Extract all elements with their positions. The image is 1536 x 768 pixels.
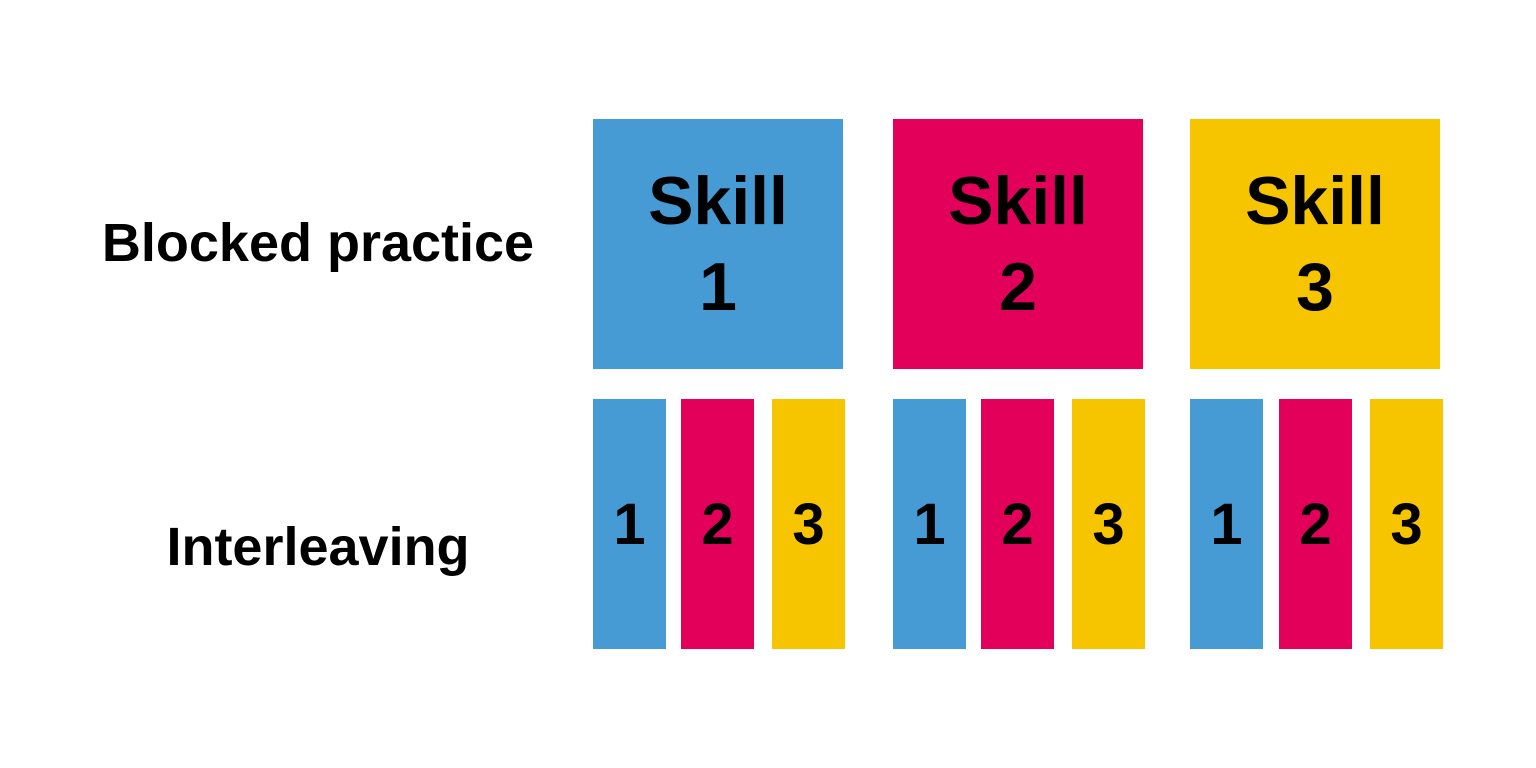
skill-block-number: 1 (699, 249, 737, 325)
interleave-bar: 1 (1190, 399, 1263, 649)
skill-block-number: 3 (1296, 249, 1334, 325)
skill-block-3: Skill 3 (1190, 119, 1440, 369)
skill-block-number: 2 (999, 249, 1037, 325)
interleave-bar: 2 (981, 399, 1054, 649)
interleave-bar: 2 (1279, 399, 1352, 649)
interleave-bar: 3 (1370, 399, 1443, 649)
interleave-bar: 3 (1072, 399, 1145, 649)
interleaving-label: Interleaving (166, 517, 470, 577)
blocked-practice-label: Blocked practice (101, 213, 535, 273)
skill-block-word: Skill (948, 163, 1088, 239)
skill-block-2: Skill 2 (893, 119, 1143, 369)
skill-block-1: Skill 1 (593, 119, 843, 369)
interleave-bar: 2 (681, 399, 754, 649)
skill-block-word: Skill (1245, 163, 1385, 239)
interleave-bar: 1 (593, 399, 666, 649)
skill-block-word: Skill (648, 163, 788, 239)
interleave-bar: 1 (893, 399, 966, 649)
interleave-bar: 3 (772, 399, 845, 649)
